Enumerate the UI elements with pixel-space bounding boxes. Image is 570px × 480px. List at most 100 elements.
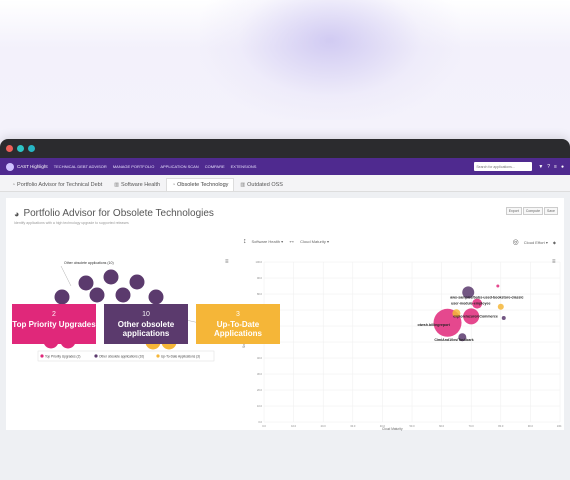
point-label: CimiAnd10xs/Taskbark	[434, 338, 473, 342]
pie-icon: ◔	[12, 182, 16, 188]
y-axis-select[interactable]: Software Health ▾	[251, 239, 284, 244]
bar-chart-icon: ▥	[114, 182, 119, 188]
logo-icon	[6, 162, 14, 171]
horizontal-axis-icon: ↔	[288, 238, 296, 245]
y-axis-select-label: Software Health	[251, 239, 280, 244]
page-title: ◕ Portfolio Advisor for Obsolete Technol…	[14, 208, 214, 219]
application-dot[interactable]	[148, 289, 164, 305]
application-dot[interactable]	[115, 287, 131, 303]
bubble-size-label: Cloud Effort	[523, 239, 545, 245]
y-tick-label: 20.0	[257, 388, 263, 392]
settings-icon[interactable]: ≡	[554, 163, 557, 170]
nav-link-compare[interactable]: COMPARE	[204, 164, 225, 169]
scatter-point[interactable]	[452, 309, 461, 318]
card-label: Other obsolete applications	[117, 320, 175, 338]
x-tick-label: 90.0	[528, 424, 534, 428]
scatter-points: aws-samples/bobs-used-bookstore-classic u…	[418, 284, 524, 342]
legend-top-priority[interactable]: Top Priority Upgrades (2)	[45, 354, 80, 358]
y-tick-label: 0.0	[258, 420, 262, 424]
scatter-point[interactable]	[472, 298, 483, 309]
x-tick-label: 40.0	[380, 424, 386, 428]
x-tick-label: 60.0	[439, 424, 445, 428]
nav-link-technical-debt[interactable]: TECHNICAL DEBT ADVISOR	[53, 164, 107, 169]
content-area: ◕ Portfolio Advisor for Obsolete Technol…	[0, 192, 570, 480]
top-navbar: CAST Highlight TECHNICAL DEBT ADVISOR MA…	[0, 158, 570, 175]
filter-icon[interactable]: ▼	[538, 163, 544, 170]
save-button[interactable]: Save	[544, 207, 558, 215]
scatter-point[interactable]	[463, 308, 480, 325]
label-other-obsolete: Other obsolete applications (10)	[64, 261, 114, 265]
y-tick-label: 10.0	[257, 404, 263, 408]
scatter-point[interactable]	[462, 286, 475, 299]
legend-other[interactable]: Other obsolete applications (10)	[99, 354, 144, 358]
card-other-obsolete[interactable]: 10 Other obsolete applications	[104, 304, 188, 344]
bubble-size-select[interactable]: Cloud Effort ▾	[523, 239, 548, 245]
legend-marker-other	[94, 354, 98, 358]
tab-obsolete-technology[interactable]: ◔ Obsolete Technology	[166, 178, 235, 191]
search-input[interactable]	[474, 162, 533, 171]
y-tick-label: 100.0	[256, 260, 263, 264]
card-top-priority[interactable]: 2 Top Priority Upgrades	[12, 304, 96, 344]
x-tick-label: 0.0	[262, 424, 266, 428]
card-label: Up-To-Date Applications	[213, 320, 262, 338]
card-count: 2	[52, 311, 56, 318]
window-titlebar	[0, 139, 570, 158]
action-buttons: Export Compute Save	[505, 207, 558, 215]
page-subtitle: Identify applications with a high techno…	[14, 221, 129, 225]
application-dot[interactable]	[54, 289, 70, 305]
bar-chart-icon: ▥	[240, 182, 246, 188]
application-dot[interactable]	[89, 287, 105, 303]
callout-line	[60, 265, 72, 287]
tab-bar: ◔ Portfolio Advisor for Technical Debt ▥…	[0, 175, 570, 192]
card-up-to-date[interactable]: 3 Up-To-Date Applications	[196, 304, 280, 344]
summary-cards: 2 Top Priority Upgrades 10 Other obsolet…	[12, 304, 280, 344]
brand-name: CAST Highlight	[17, 164, 48, 169]
x-axis-select[interactable]: Cloud Maturity ▾	[300, 239, 330, 244]
point-label: explore/azure/eCommerce	[453, 314, 498, 318]
maximize-window-icon[interactable]	[28, 145, 35, 152]
y-tick-label: 30.0	[257, 372, 263, 376]
x-tick-label: 30.0	[350, 424, 356, 428]
nav-links: TECHNICAL DEBT ADVISOR MANAGE PORTFOLIO …	[54, 164, 475, 169]
tag-icon[interactable]: ◆	[552, 239, 556, 245]
help-icon[interactable]: ?	[547, 163, 551, 170]
application-dot[interactable]	[103, 269, 119, 285]
y-tick-label: 80.0	[257, 292, 263, 296]
scatter-point[interactable]	[497, 303, 504, 310]
axis-toolbar: ↕ Software Health ▾ ↔ Cloud Maturity ▾	[243, 238, 329, 245]
brand-logo[interactable]: CAST Highlight	[6, 162, 48, 171]
scatter-grid: 0.0 10.0 20.0 30.0 40.0 50.0 60.0 70.0 80.0 90.0 1…	[256, 260, 563, 428]
user-icon[interactable]: ●	[560, 163, 564, 170]
nav-link-application-scan[interactable]: APPLICATION SCAN	[160, 164, 199, 169]
compute-button[interactable]: Compute	[522, 207, 544, 215]
scatter-point[interactable]	[496, 284, 500, 288]
advisor-panel: ◕ Portfolio Advisor for Obsolete Technol…	[6, 198, 564, 431]
right-chart-menu-icon[interactable]: ≡	[552, 259, 556, 265]
card-count: 3	[236, 311, 240, 318]
scatter-chart: 0.0 10.0 20.0 30.0 40.0 50.0 60.0 70.0 80.0 90.0 1…	[242, 260, 563, 431]
bubble-toolbar: ◎ Cloud Effort ▾ ◆	[513, 238, 556, 246]
export-button[interactable]: Export	[505, 207, 522, 215]
vertical-axis-icon: ↕	[243, 238, 247, 245]
y-tick-label: 90.0	[257, 276, 263, 280]
legend-up-to-date[interactable]: Up-To-Date Applications (3)	[161, 354, 200, 358]
point-label: user-module-employee	[451, 302, 490, 306]
nav-link-manage-portfolio[interactable]: MANAGE PORTFOLIO	[112, 164, 155, 169]
x-tick-label: 50.0	[409, 424, 415, 428]
card-count: 10	[142, 311, 150, 318]
x-axis-title: Cloud Maturity	[382, 427, 403, 431]
nav-link-extensions[interactable]: EXTENSIONS	[230, 164, 257, 169]
close-window-icon[interactable]	[6, 145, 13, 152]
left-chart-menu-icon[interactable]: ≡	[225, 259, 229, 265]
tab-technical-debt[interactable]: ◔ Portfolio Advisor for Technical Debt	[6, 178, 108, 191]
minimize-window-icon[interactable]	[17, 145, 24, 152]
tab-outdated-oss[interactable]: ▥ Outdated OSS	[234, 178, 289, 191]
scatter-point[interactable]	[501, 316, 506, 320]
card-label: Top Priority Upgrades	[12, 320, 96, 329]
application-dot[interactable]	[78, 275, 94, 291]
tab-software-health[interactable]: ▥ Software Health	[108, 178, 166, 191]
browser-window: CAST Highlight TECHNICAL DEBT ADVISOR MA…	[0, 139, 570, 480]
scatter-point[interactable]	[458, 333, 467, 342]
x-axis-select-label: Cloud Maturity	[300, 239, 326, 244]
application-dot[interactable]	[129, 274, 145, 290]
